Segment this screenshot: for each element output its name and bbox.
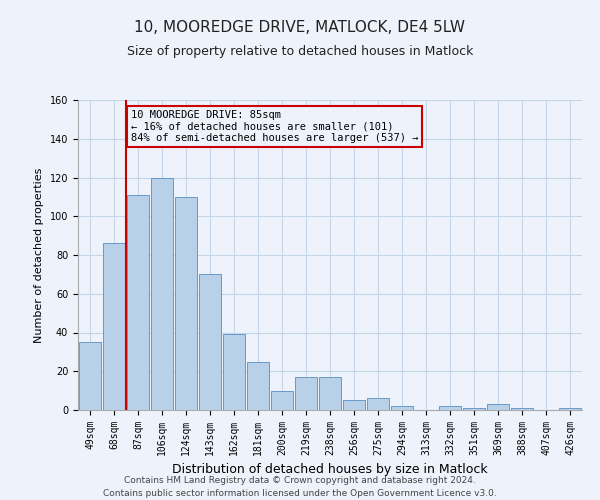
Bar (511, 408, 533, 410)
Bar (271, 390, 293, 410)
Text: Contains HM Land Registry data © Crown copyright and database right 2024.: Contains HM Land Registry data © Crown c… (124, 476, 476, 485)
Text: 10 MOOREDGE DRIVE: 85sqm
← 16% of detached houses are smaller (101)
84% of semi-: 10 MOOREDGE DRIVE: 85sqm ← 16% of detach… (131, 110, 418, 143)
Text: Size of property relative to detached houses in Matlock: Size of property relative to detached ho… (127, 45, 473, 58)
Bar (319, 377, 341, 410)
Bar (463, 408, 485, 410)
Text: 10, MOOREDGE DRIVE, MATLOCK, DE4 5LW: 10, MOOREDGE DRIVE, MATLOCK, DE4 5LW (134, 20, 466, 35)
Bar (223, 334, 245, 410)
Bar (175, 197, 197, 410)
Bar (295, 377, 317, 410)
Bar (391, 406, 413, 410)
Bar (559, 408, 581, 410)
X-axis label: Distribution of detached houses by size in Matlock: Distribution of detached houses by size … (172, 464, 488, 476)
Bar (343, 400, 365, 410)
Bar (79, 342, 101, 410)
Bar (103, 244, 125, 410)
Bar (439, 406, 461, 410)
Text: Contains public sector information licensed under the Open Government Licence v3: Contains public sector information licen… (103, 488, 497, 498)
Bar (199, 274, 221, 410)
Bar (247, 362, 269, 410)
Bar (367, 398, 389, 410)
Y-axis label: Number of detached properties: Number of detached properties (34, 168, 44, 342)
Bar (487, 404, 509, 410)
Bar (151, 178, 173, 410)
Bar (127, 195, 149, 410)
